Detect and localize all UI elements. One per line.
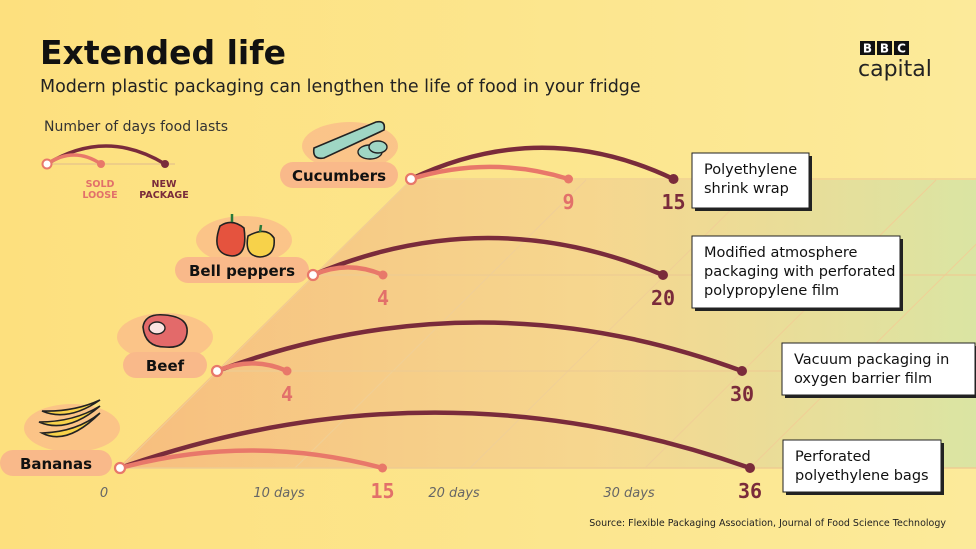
loose-value-label: 9 [562,190,574,214]
page-title: Extended life [40,33,286,72]
packaging-note-box [781,342,976,396]
loose-arc [214,361,290,374]
row-cucumbers: Cucumbers 9 15 Polyethylene shrink wrap [280,120,812,214]
start-point [210,364,224,378]
logo-block [877,41,892,55]
loose-point [564,174,573,184]
legend-package-word: PACKAGE [139,190,188,201]
food-label: Bananas [20,455,92,473]
packaging-note-line: Perforated [795,449,871,465]
packaging-note-line: Modified atmosphere [704,245,858,261]
legend-loose-label: SOLD LOOSE [82,179,117,201]
packaging-note: Perforated polyethylene bags [795,449,929,484]
loose-value-label: 4 [377,286,389,310]
logo-wordmark: capital [858,57,932,82]
packaging-note-line: shrink wrap [704,181,789,197]
package-arc [408,145,676,182]
bbc-capital-logo: B B C capital [858,41,932,82]
packaging-note-line: oxygen barrier film [794,371,932,387]
source-note: Source: Flexible Packaging Association, … [589,518,946,529]
loose-point [378,270,388,280]
start-point [404,172,418,186]
start-point [113,461,127,475]
package-point [745,463,755,473]
packaging-note-line: Polyethylene [704,162,797,178]
package-point [737,366,747,376]
gridline [119,179,412,469]
x-tick-label: 30 days [603,486,655,501]
food-label: Beef [146,357,185,375]
loose-value-label: 4 [281,382,293,406]
loose-arc [117,448,385,471]
packaging-note-line: Vacuum packaging in [794,352,949,368]
x-tick-label: 20 days [428,486,480,501]
packaging-note-box [691,235,901,309]
logo-block [894,41,909,55]
package-point [658,270,668,280]
legend-loose-word: SOLD [86,179,115,190]
package-value-label: 20 [651,286,675,310]
steak-icon [142,313,188,349]
food-label-pill [175,257,309,283]
logo-block [860,41,875,55]
package-arc [214,320,745,374]
row-beef: Beef 4 30 Vacuum packaging in oxygen barrier… [117,313,976,406]
legend-package-point [161,160,169,168]
logo-letter: B [880,42,889,56]
package-arc [310,235,666,278]
loose-point [282,366,292,376]
x-tick-label: 10 days [253,486,305,501]
gridline [644,179,937,469]
gridline [749,243,976,469]
loose-point [378,463,387,473]
gridline [469,179,762,469]
legend-start-point [41,158,53,170]
packaging-note: Modified atmosphere packaging with perfor… [704,245,895,299]
food-label-pill [280,162,398,188]
loose-arc [310,265,386,278]
packaging-note-line: packaging with perforated [704,264,895,280]
legend-loose-word: LOOSE [82,190,117,201]
package-arc [117,410,753,471]
legend: Number of days food lasts SOLD LOOSE NEW P… [41,119,228,201]
package-point [668,174,679,184]
packaging-note: Vacuum packaging in oxygen barrier film [794,352,949,387]
chart-rows: Bananas 15 36 Perforated polyethylene bags Be… [0,120,976,503]
row-bell-peppers: Bell peppers 4 20 Modified atmosphere packag… [175,214,903,311]
x-tick-label: 0 [100,486,108,501]
page-subtitle: Modern plastic packaging can lengthen th… [40,77,641,97]
row-bananas: Bananas 15 36 Perforated polyethylene bags [0,399,944,503]
package-value-label: 15 [661,190,685,214]
food-label-pill [123,352,207,378]
start-point [306,268,320,282]
logo-letter: B [863,42,872,56]
x-axis-ticks: 0 10 days 20 days 30 days [100,486,655,501]
legend-title: Number of days food lasts [44,119,228,135]
legend-loose-point [97,160,105,168]
packaging-note-box [782,439,942,493]
package-value-label: 30 [730,382,754,406]
food-label-pill [0,450,112,476]
packaging-note-line: polypropylene film [704,283,839,299]
banana-icon [38,399,101,438]
loose-value-label: 15 [370,479,394,503]
cucumber-icon [312,120,388,160]
logo-letter: C [897,42,906,56]
loose-arc [408,164,571,182]
packaging-note-box [691,152,810,209]
food-label: Bell peppers [189,262,295,280]
food-label: Cucumbers [292,167,386,185]
bell-pepper-icon [216,214,276,258]
packaging-note-line: polyethylene bags [795,468,929,484]
legend-package-word: NEW [152,179,177,190]
legend-package-label: NEW PACKAGE [139,179,188,201]
packaging-note: Polyethylene shrink wrap [704,162,797,197]
package-value-label: 36 [738,479,762,503]
